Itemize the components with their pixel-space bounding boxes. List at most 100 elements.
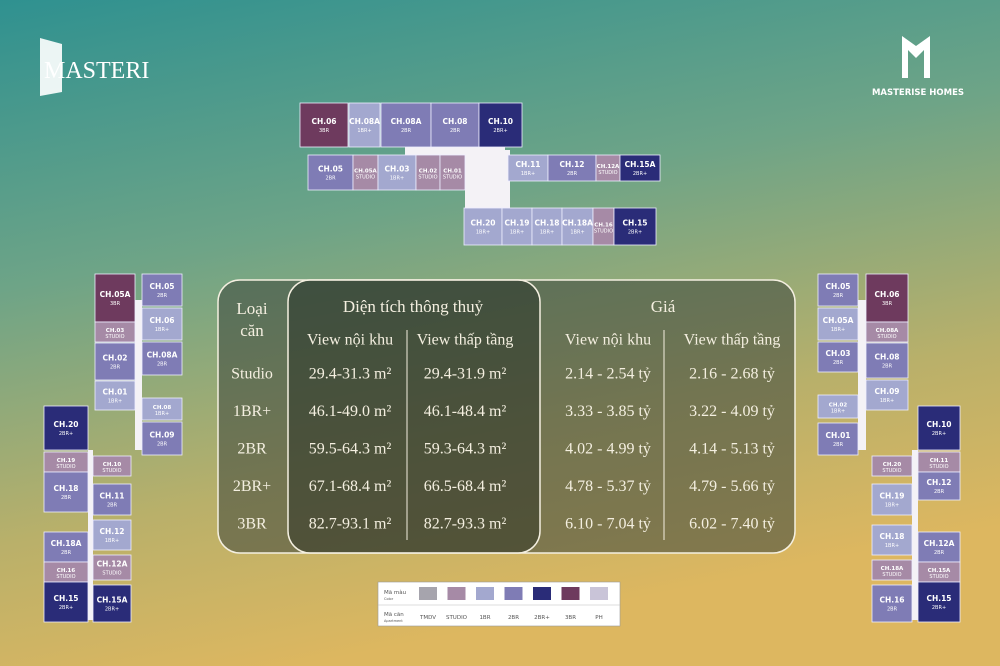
unit-cell [871, 584, 913, 623]
unit-type: 2BR+ [59, 605, 73, 611]
unit-code: CH.05A [100, 290, 131, 299]
unit-code: CH.08 [153, 405, 172, 411]
table-cell: 4.14 - 5.13 tỷ [689, 441, 775, 458]
legend-swatch [533, 587, 551, 600]
legend-item: TMDV [419, 615, 436, 621]
unit-code: CH.11 [99, 492, 124, 501]
sub-header: View thấp tầng [417, 332, 514, 349]
area-box [287, 279, 541, 554]
table-cell: 67.1-68.4 m² [309, 478, 392, 495]
unit-type: 3BR [110, 301, 121, 307]
unit-code: CH.08 [442, 117, 467, 126]
unit-cell [92, 483, 132, 516]
unit-code: CH.05A [354, 169, 377, 175]
unit-cell [613, 207, 657, 246]
unit: CH.09 2BR [141, 421, 183, 456]
unit: CH.02 2BR [94, 342, 136, 381]
unit-cell [865, 273, 909, 323]
unit-type: 1BR+ [105, 538, 119, 544]
table-cell: 29.4-31.3 m² [309, 366, 392, 383]
unit-type: STUDIO [105, 334, 124, 340]
unit-code: CH.18 [53, 484, 78, 493]
unit-type: 2BR [934, 489, 945, 495]
legend-swatch [447, 587, 466, 600]
unit-code: CH.18 [534, 219, 559, 228]
unit-type: 1BR+ [476, 230, 490, 236]
unit-code: CH.15A [928, 568, 951, 574]
unit-cell [619, 154, 661, 182]
unit-type: STUDIO [56, 574, 75, 580]
unit: CH.03 1BR+ [377, 154, 417, 191]
unit-code: CH.18A [51, 539, 82, 548]
unit-cell [43, 581, 89, 623]
table-cell: 6.02 - 7.40 tỷ [689, 516, 775, 533]
table-cell: Studio [231, 366, 273, 383]
unit-cell [415, 154, 441, 191]
unit-code: CH.15 [53, 594, 78, 603]
unit-code: CH.15 [622, 219, 647, 228]
unit-code: CH.01 [443, 169, 462, 175]
unit-code: CH.16 [57, 568, 76, 574]
unit-code: CH.20 [53, 420, 78, 429]
unit: CH.05A 3BR [94, 273, 136, 323]
unit: CH.08 2BR [865, 342, 909, 379]
unit-type: 2BR [157, 442, 168, 448]
floor-plans: CH.06 3BR CH.08A 1BR+ CH.08A 2BR CH.08 2BR CH.10… [43, 102, 961, 623]
unit-type: 1BR+ [880, 398, 894, 404]
header-price: Giá [651, 297, 676, 316]
unit-cell [817, 307, 859, 341]
unit-type: 2BR+ [633, 171, 647, 177]
table-cell: 82.7-93.1 m² [309, 516, 392, 533]
unit-type: 2BR [833, 293, 844, 299]
unit: CH.12A 2BR [917, 531, 961, 563]
unit-type: STUDIO [882, 572, 901, 578]
unit: CH.15 2BR+ [43, 581, 89, 623]
unit-code: CH.09 [149, 431, 174, 440]
unit-cell [547, 154, 597, 182]
table-cell: 4.79 - 5.66 tỷ [689, 478, 775, 495]
table-cell: 29.4-31.9 m² [424, 366, 507, 383]
unit-cell [92, 519, 132, 551]
unit-code: CH.05 [318, 165, 343, 174]
unit-cell [43, 405, 89, 451]
unit-cell [478, 102, 523, 148]
table-cell: 3.22 - 4.09 tỷ [689, 403, 775, 420]
unit-code: CH.08 [874, 353, 899, 362]
legend-swatch [419, 587, 437, 600]
unit: CH.05 2BR [141, 273, 183, 307]
unit-code: CH.11 [930, 458, 949, 464]
unit-code: CH.12A [97, 560, 128, 569]
unit-code: CH.02 [102, 354, 127, 363]
unit: CH.08A 2BR [141, 341, 183, 376]
brand-left: MASTERI [44, 58, 149, 84]
header-type: Loại [236, 299, 267, 318]
unit-cell [917, 531, 961, 563]
unit-cell [141, 341, 183, 376]
unit-type: STUDIO [877, 334, 896, 340]
unit-code: CH.03 [384, 165, 409, 174]
unit-cell [917, 471, 961, 501]
unit-cell [871, 483, 913, 516]
unit-code: CH.09 [874, 387, 899, 396]
unit-cell [865, 342, 909, 379]
unit-code: CH.06 [311, 117, 336, 126]
table-cell: 1BR+ [233, 403, 271, 420]
unit-cell [92, 554, 132, 581]
unit-code: CH.06 [874, 290, 899, 299]
unit-cell [141, 273, 183, 307]
unit-cell [377, 154, 417, 191]
unit-code: CH.05 [149, 282, 174, 291]
unit-cell [871, 455, 913, 477]
table-cell: 46.1-49.0 m² [309, 403, 392, 420]
unit-type: STUDIO [929, 464, 948, 470]
